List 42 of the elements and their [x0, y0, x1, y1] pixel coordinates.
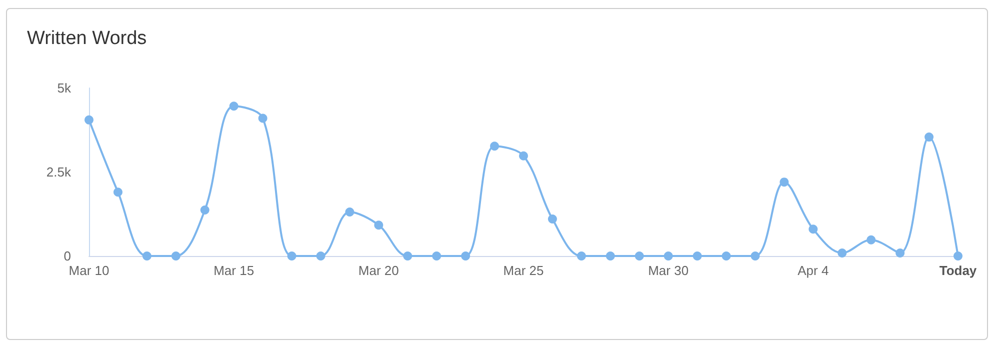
point	[258, 114, 268, 123]
x-tick-label: Mar 30	[648, 263, 689, 278]
point	[345, 207, 354, 216]
point	[954, 252, 962, 260]
point	[634, 252, 644, 260]
x-tick-label: Mar 15	[214, 263, 254, 278]
x-tick-label: Today	[939, 263, 978, 278]
y-tick-label: 5k	[57, 80, 72, 96]
point	[432, 252, 442, 260]
point	[896, 248, 905, 258]
y-tick-label: 2.5k	[46, 164, 72, 180]
point	[374, 220, 384, 230]
point	[229, 102, 238, 111]
point	[519, 151, 528, 160]
point	[461, 252, 470, 260]
point	[84, 115, 94, 124]
point	[171, 252, 180, 260]
chart-title: Written Words	[27, 28, 147, 49]
point	[287, 252, 296, 260]
point	[113, 188, 122, 197]
point	[548, 214, 557, 224]
point	[316, 252, 326, 260]
point	[692, 252, 702, 260]
point	[403, 252, 412, 260]
point	[780, 178, 789, 187]
point	[808, 224, 818, 234]
point	[924, 132, 934, 142]
x-tick-label: Mar 20	[358, 263, 399, 278]
point	[866, 235, 876, 244]
point	[664, 252, 673, 260]
point	[606, 252, 615, 260]
point	[142, 252, 152, 260]
point	[750, 252, 760, 260]
point	[722, 252, 731, 260]
point	[576, 252, 586, 260]
point	[838, 248, 847, 258]
point	[490, 142, 500, 151]
point	[200, 205, 210, 214]
x-tick-label: Mar 10	[68, 263, 110, 278]
y-tick-label: 0	[64, 248, 71, 264]
x-tick-label: Mar 25	[503, 263, 544, 278]
x-tick-label: Apr 4	[798, 263, 829, 278]
